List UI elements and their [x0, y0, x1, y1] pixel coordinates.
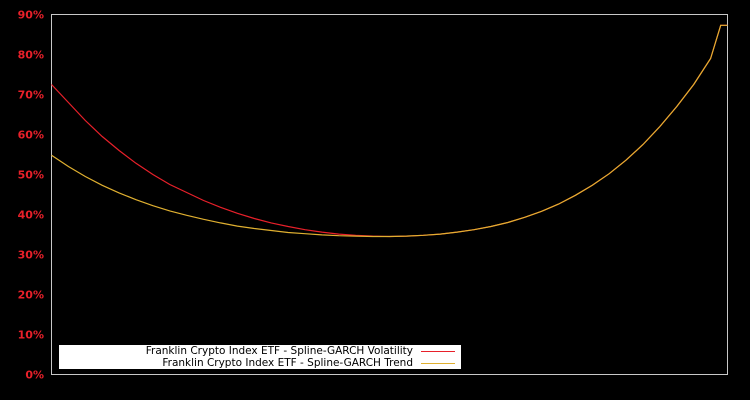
legend-swatch-trend: [421, 362, 455, 364]
y-axis-ticks: 0% 10% 20% 30% 40% 50% 60% 70% 80% 90%: [18, 9, 44, 382]
plot-area-frame: [51, 14, 728, 375]
y-tick-label: 70%: [18, 89, 44, 102]
legend: Franklin Crypto Index ETF - Spline-GARCH…: [59, 345, 461, 369]
legend-label-volatility: Franklin Crypto Index ETF - Spline-GARCH…: [145, 345, 413, 357]
trend-line: [51, 24, 728, 238]
y-tick-label: 90%: [18, 9, 44, 22]
y-tick-label: 0%: [25, 369, 44, 382]
legend-swatch-volatility: [421, 350, 455, 352]
y-tick-label: 20%: [18, 289, 44, 302]
y-tick-label: 40%: [18, 209, 44, 222]
legend-item-volatility: Franklin Crypto Index ETF - Spline-GARCH…: [146, 345, 455, 357]
y-tick-label: 50%: [18, 169, 44, 182]
y-tick-label: 80%: [18, 49, 44, 62]
y-tick-label: 30%: [18, 249, 44, 262]
volatility-line: [51, 24, 728, 238]
legend-label-trend: Franklin Crypto Index ETF - Spline-GARCH…: [162, 357, 413, 369]
y-tick-label: 60%: [18, 129, 44, 142]
y-tick-label: 10%: [18, 329, 44, 342]
legend-item-trend: Franklin Crypto Index ETF - Spline-GARCH…: [162, 357, 455, 369]
